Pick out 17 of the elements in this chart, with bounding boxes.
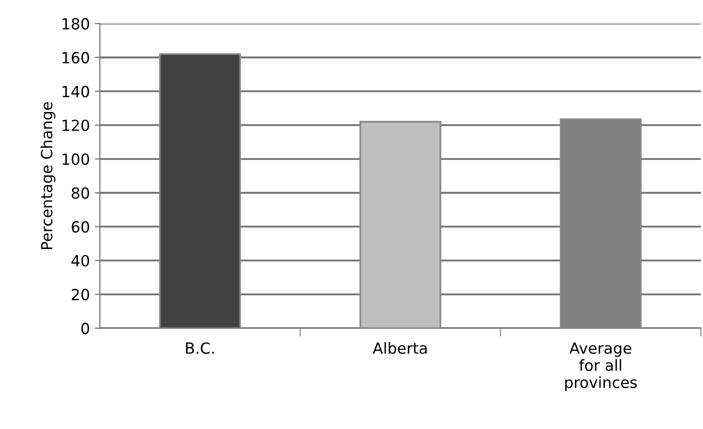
y-tick-label: 40	[71, 254, 90, 267]
y-axis-title: Percentage Change	[40, 102, 56, 250]
bar	[359, 120, 442, 328]
y-tick-label: 160	[62, 52, 90, 64]
y-tick-label: 0	[81, 322, 90, 334]
x-tick-label: Alberta	[372, 342, 427, 354]
y-tick-label: 180	[62, 18, 90, 30]
y-tick-label: 20	[72, 288, 90, 300]
bar	[159, 53, 241, 328]
x-tick-label: Average for all provinces	[565, 342, 637, 392]
y-tick-label: 80	[72, 187, 90, 199]
y-tick-label: 100	[62, 153, 90, 165]
y-tick-label: 60	[72, 221, 90, 233]
y-tick-label: 120	[62, 120, 90, 132]
y-tick-label: 140	[62, 86, 90, 98]
x-tick-label: B.C.	[186, 342, 214, 354]
bar	[560, 118, 642, 328]
